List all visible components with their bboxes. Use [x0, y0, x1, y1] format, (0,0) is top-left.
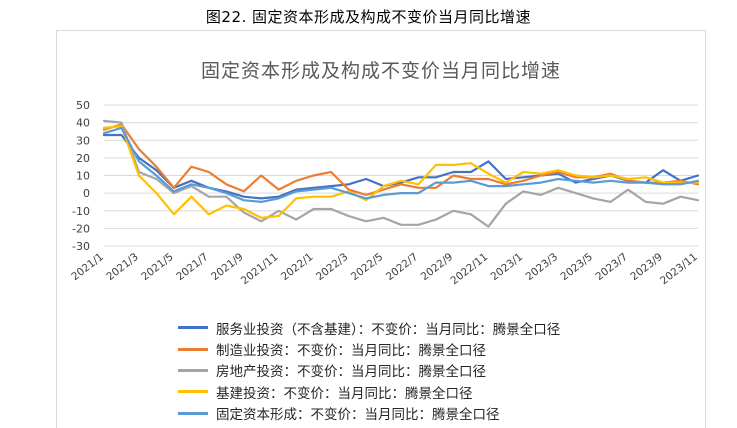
legend-label: 基建投资：不变价：当月同比：腾景全口径 — [216, 385, 473, 402]
legend-swatch — [178, 347, 208, 351]
series-line-3 — [102, 119, 700, 228]
y-tick-label: -20 — [72, 222, 90, 235]
x-tick-label: 2023/7 — [593, 251, 630, 283]
legend-swatch — [178, 411, 208, 415]
legend-label: 制造业投资：不变价：当月同比：腾景全口径 — [216, 343, 486, 360]
chart-frame — [56, 30, 706, 428]
y-tick-label: 30 — [76, 134, 90, 147]
y-tick-label: 10 — [76, 170, 90, 183]
legend-item: 制造业投资：不变价：当月同比：腾景全口径 — [178, 338, 648, 359]
legend-label: 服务业投资（不含基建）：不变价：当月同比：腾景全口径 — [216, 321, 561, 338]
y-tick-label: -10 — [72, 205, 90, 218]
series-line-1 — [102, 133, 700, 200]
legend-swatch — [178, 326, 208, 330]
chart-legend: 服务业投资（不含基建）：不变价：当月同比：腾景全口径 制造业投资：不变价：当月同比… — [178, 317, 648, 424]
x-tick-label: 2022/7 — [384, 251, 421, 283]
series-line-4 — [102, 125, 700, 219]
y-tick-label: 0 — [83, 187, 90, 200]
x-tick-label: 2023/1 — [489, 251, 526, 283]
x-tick-label: 2021/1 — [69, 251, 106, 283]
x-tick-label: 2021/11 — [239, 251, 281, 287]
x-tick-label: 2022/11 — [448, 251, 490, 287]
legend-item: 基建投资：不变价：当月同比：腾景全口径 — [178, 381, 648, 402]
series-line-5 — [102, 126, 700, 203]
figure-caption: 图22. 固定资本形成及构成不变价当月同比增速 — [205, 8, 532, 26]
y-tick-label: -30 — [72, 240, 90, 253]
x-tick-label: 2023/3 — [524, 251, 561, 283]
x-tick-label: 2023/5 — [559, 251, 596, 283]
chart-title: 固定资本形成及构成不变价当月同比增速 — [200, 60, 561, 82]
y-tick-label: 20 — [76, 152, 90, 165]
legend-item: 房地产投资：不变价：当月同比：腾景全口径 — [178, 360, 648, 381]
legend-label: 固定资本形成：不变价：当月同比：腾景全口径 — [216, 407, 500, 424]
legend-swatch — [178, 368, 208, 372]
y-tick-label: 40 — [76, 117, 90, 130]
x-tick-label: 2022/5 — [349, 251, 386, 283]
legend-swatch — [178, 390, 208, 394]
legend-item: 服务业投资（不含基建）：不变价：当月同比：腾景全口径 — [178, 317, 648, 338]
x-tick-label: 2023/11 — [658, 251, 700, 287]
legend-label: 房地产投资：不变价：当月同比：腾景全口径 — [216, 364, 486, 381]
x-tick-label: 2021/5 — [139, 251, 176, 283]
x-tick-label: 2022/1 — [279, 251, 316, 283]
y-tick-label: 50 — [76, 99, 90, 112]
x-tick-label: 2021/7 — [174, 251, 211, 283]
legend-item: 固定资本形成：不变价：当月同比：腾景全口径 — [178, 403, 648, 424]
x-tick-label: 2022/3 — [314, 251, 351, 283]
x-tick-label: 2021/3 — [104, 251, 141, 283]
